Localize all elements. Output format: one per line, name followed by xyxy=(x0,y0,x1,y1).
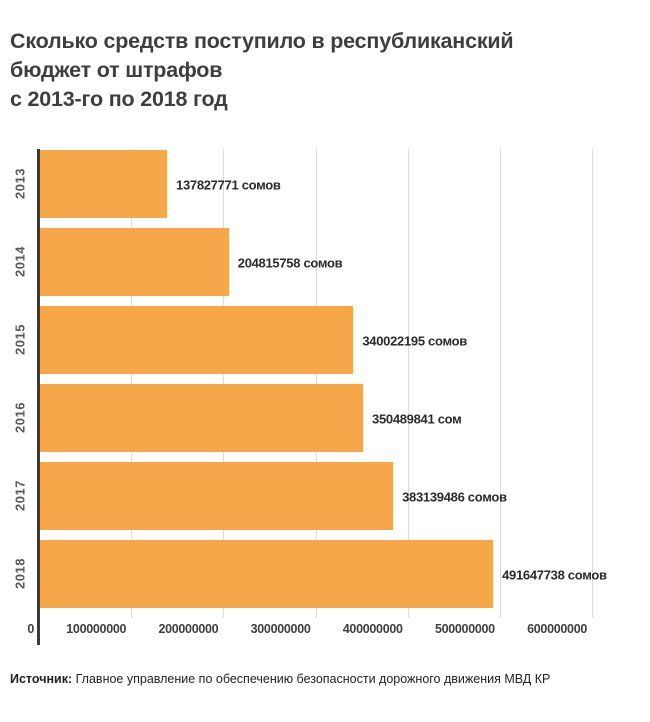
gridline-600000000 xyxy=(592,149,593,618)
x-axis-tick-600000000: 600000000 xyxy=(527,622,587,636)
y-axis-label-2013: 2013 xyxy=(12,168,28,199)
bar-2018 xyxy=(40,540,494,608)
x-axis-tick-100000000: 100000000 xyxy=(66,622,127,636)
source-text: Главное управление по обеспечению безопа… xyxy=(72,672,551,686)
bar-2015 xyxy=(40,306,354,374)
gridline-400000000 xyxy=(407,149,409,618)
bar-2014 xyxy=(40,228,229,296)
bar-2017 xyxy=(40,462,394,530)
bar-2016 xyxy=(40,384,364,452)
x-axis-tick-200000000: 200000000 xyxy=(158,622,219,636)
plot-area: 2013 137827771 сомов 2014 204815758 сомов 20… xyxy=(0,149,650,649)
x-axis-tick-300000000: 300000000 xyxy=(250,622,311,636)
chart-title: Сколько средств поступило в республиканс… xyxy=(10,29,514,111)
x-axis-tick-500000000: 500000000 xyxy=(434,622,495,636)
bar-value-label-2014: 204815758 сомов xyxy=(237,255,343,271)
bar-value-label-2016: 350489841 сом xyxy=(372,411,462,427)
y-axis-label-2016: 2016 xyxy=(12,402,28,433)
gridline-200000000 xyxy=(223,149,225,618)
gridline-500000000 xyxy=(499,149,501,618)
y-axis-label-2018: 2018 xyxy=(12,558,28,589)
source-note: Источник: Главное управление по обеспече… xyxy=(10,671,642,688)
x-axis-tick-0: 0 xyxy=(27,622,34,636)
bar-value-label-2017: 383139486 сомов xyxy=(402,489,507,505)
y-axis-label-2017: 2017 xyxy=(12,480,28,511)
bar-value-label-2015: 340022195 сомов xyxy=(362,333,467,349)
bar-2013 xyxy=(40,150,168,218)
gridline-100000000 xyxy=(131,149,133,618)
x-axis-tick-400000000: 400000000 xyxy=(342,622,403,636)
y-axis-label-2014: 2014 xyxy=(12,246,28,277)
y-axis-line xyxy=(37,149,40,645)
bar-value-label-2013: 137827771 сомов xyxy=(176,177,281,193)
y-axis-label-2015: 2015 xyxy=(12,324,28,355)
bar-value-label-2018: 491647738 сомов xyxy=(502,567,607,583)
source-label: Источник: xyxy=(10,672,73,686)
gridline-300000000 xyxy=(315,149,317,618)
